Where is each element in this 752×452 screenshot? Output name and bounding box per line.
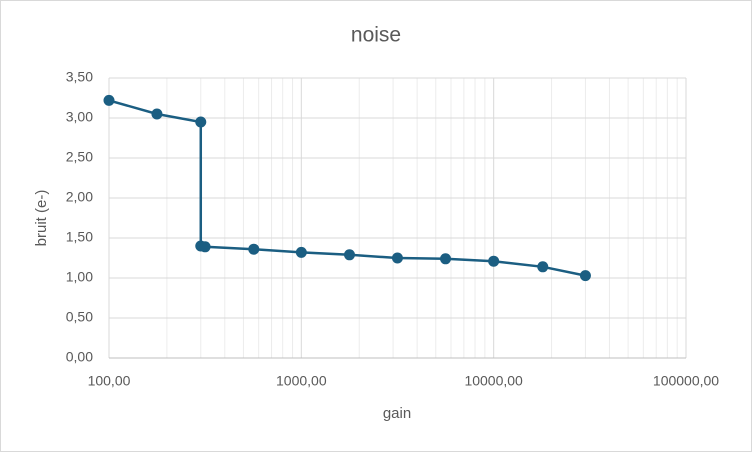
data-point [343,249,355,261]
y-tick-label: 1,50 [66,229,93,245]
y-tick-label: 1,00 [66,269,93,285]
y-tick-label: 0,00 [66,349,93,365]
chart-title: noise [351,24,401,47]
data-point [151,108,163,120]
data-point [579,270,591,282]
data-point [488,255,500,267]
data-point [199,241,211,253]
y-tick-label: 0,50 [66,309,93,325]
data-point [295,246,307,258]
data-point [103,94,115,106]
x-axis-label: gain [383,405,411,422]
data-point [248,243,260,255]
data-point [537,261,549,273]
data-point [195,116,207,128]
data-point [391,252,403,264]
x-tick-label: 100,00 [88,373,131,389]
data-point [440,253,452,265]
y-axis-label: bruit (e-) [33,190,50,247]
x-tick-label: 1000,00 [276,373,327,389]
y-tick-label: 3,00 [66,109,93,125]
y-tick-label: 2,50 [66,149,93,165]
y-tick-label: 3,50 [66,69,93,85]
y-tick-label: 2,00 [66,189,93,205]
x-tick-label: 100000,00 [653,373,719,389]
x-tick-label: 10000,00 [464,373,523,389]
